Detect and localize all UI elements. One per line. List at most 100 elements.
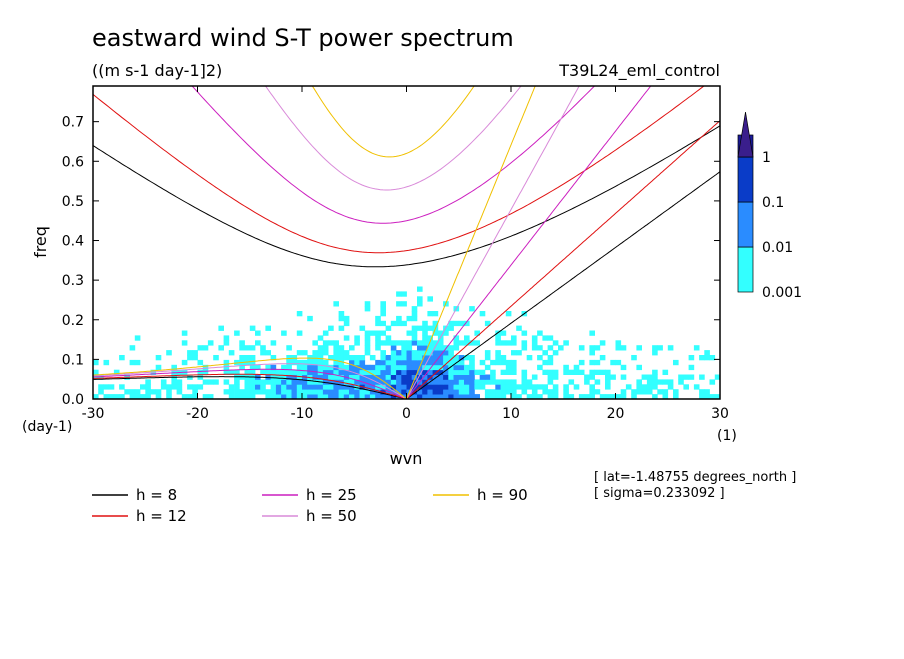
heatmap-cell [678, 374, 684, 380]
heatmap-cell [249, 384, 256, 390]
heatmap-cell [396, 364, 402, 371]
heatmap-cell [380, 394, 386, 399]
heatmap-cell [709, 355, 716, 361]
kelvin-curve [406, 86, 536, 399]
heatmap-cell [411, 340, 418, 346]
heatmap-cell [422, 374, 428, 380]
heatmap-cell [537, 384, 543, 390]
heatmap-cell [354, 394, 360, 399]
heatmap-cell [437, 374, 444, 380]
heatmap-cell [636, 345, 642, 351]
heatmap-cell [411, 364, 418, 371]
heatmap-cell [171, 379, 177, 385]
heatmap-cell [505, 384, 512, 390]
heatmap-cell [375, 394, 381, 399]
rossby-curve [93, 368, 407, 399]
heatmap-cell [594, 359, 601, 366]
heatmap-cell [505, 359, 512, 366]
heatmap-cell [244, 359, 251, 366]
heatmap-cell [552, 374, 559, 380]
heatmap-cell [140, 394, 146, 399]
heatmap-cell [286, 394, 292, 399]
heatmap-cell [657, 389, 663, 395]
heatmap-cell [176, 384, 183, 390]
heatmap-cell [401, 359, 407, 366]
heatmap-cell [448, 359, 454, 366]
heatmap-cell [312, 394, 318, 399]
heatmap-cell [589, 369, 595, 375]
heatmap-cell [411, 355, 418, 361]
heatmap-cell [307, 364, 313, 371]
heatmap-cell [605, 374, 611, 380]
heatmap-cell [458, 320, 465, 327]
heatmap-cell [338, 325, 345, 331]
heatmap-cell [166, 350, 172, 356]
heatmap-cell [464, 389, 470, 395]
heatmap-cell [333, 345, 339, 351]
heatmap-cell [140, 384, 146, 390]
heatmap-cell [343, 315, 350, 322]
heatmap-cell [187, 394, 193, 399]
heatmap-cell [307, 315, 313, 322]
heatmap-cell [469, 355, 475, 361]
heatmap-cell [244, 345, 251, 351]
heatmap-cell [160, 379, 167, 385]
heatmap-cell [260, 369, 266, 375]
heatmap-cell [427, 325, 433, 331]
heatmap-cell [417, 301, 423, 307]
heatmap-cell [479, 369, 486, 375]
heatmap-cell [291, 369, 298, 375]
heatmap-cell [333, 369, 339, 375]
heatmap-cell [589, 330, 595, 336]
heatmap-cell [302, 369, 308, 375]
heatmap-cell [432, 389, 439, 395]
heatmap-cell [385, 325, 392, 331]
heatmap-cell [474, 340, 480, 346]
heatmap-cell [443, 359, 449, 366]
heatmap-cell [453, 335, 460, 341]
heatmap-cell [448, 364, 454, 371]
heatmap-cell [490, 369, 496, 375]
heatmap-cell [568, 369, 575, 375]
heatmap-cell [427, 355, 433, 361]
heatmap-cell [270, 355, 277, 361]
heatmap-cell [375, 330, 381, 336]
heatmap-cell [453, 389, 460, 395]
heatmap-cell [155, 355, 162, 361]
heatmap-cell [704, 355, 710, 361]
heatmap-cell [364, 369, 371, 375]
heatmap-cell [333, 340, 339, 346]
heatmap-cell [411, 306, 418, 312]
heatmap-cell [484, 394, 491, 399]
heatmap-cell [307, 394, 313, 399]
heatmap-cell [359, 364, 366, 371]
heatmap-cell [464, 355, 470, 361]
heatmap-cell [385, 394, 392, 399]
heatmap-cell [281, 364, 287, 371]
heatmap-cell [281, 389, 287, 395]
heatmap-cell [192, 350, 198, 356]
heatmap-cell [364, 389, 371, 395]
heatmap-cell [176, 389, 183, 395]
heatmap-cell [521, 384, 528, 390]
heatmap-cell [145, 394, 151, 399]
heatmap-cell [620, 394, 627, 399]
heatmap-cell [244, 379, 251, 385]
heatmap-cell [286, 355, 292, 361]
heatmap-cell [380, 359, 386, 366]
heatmap-cell [505, 364, 512, 371]
heatmap-cell [443, 350, 449, 356]
heatmap-cell [181, 359, 188, 366]
heatmap-cell [631, 355, 637, 361]
heatmap-cell [531, 374, 538, 380]
heatmap-cell [390, 394, 397, 399]
heatmap-cell [218, 345, 224, 351]
heatmap-cell [599, 394, 606, 399]
heatmap-cell [249, 389, 256, 395]
heatmap-cell [385, 364, 392, 371]
heatmap-cell [511, 384, 517, 390]
heatmap-cell [369, 355, 376, 361]
heatmap-cell [406, 379, 413, 385]
heatmap-cell [134, 359, 141, 366]
y-tick-label: 0.3 [62, 273, 84, 289]
